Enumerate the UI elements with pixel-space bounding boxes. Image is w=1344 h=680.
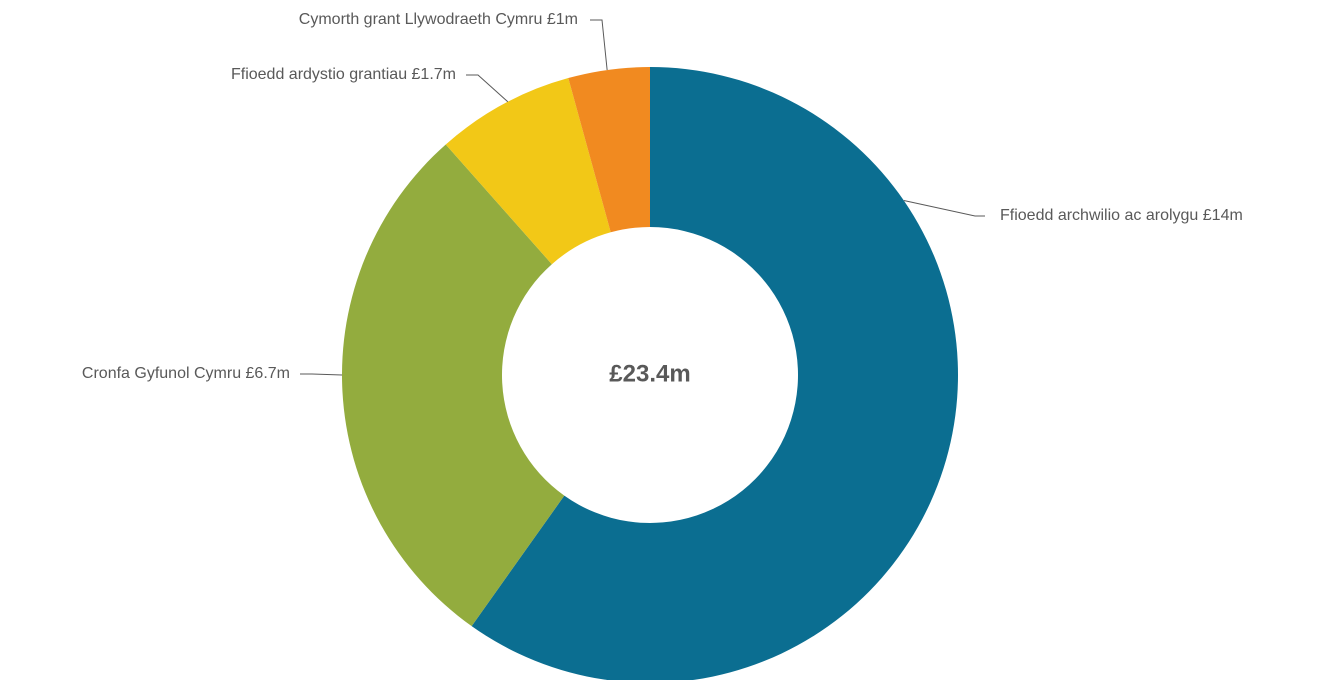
leader-line-cymorth-grant-llywodraeth-cymru [590,19,608,71]
leader-lines-layer [300,19,985,376]
slices-layer [342,67,958,680]
slice-label-cymorth-grant-llywodraeth-cymru: Cymorth grant Llywodraeth Cymru £1m [299,11,578,28]
slice-labels-layer: Ffioedd archwilio ac arolygu £14m Cronfa … [82,11,1243,382]
center-total-label: £23.4m [609,360,690,387]
slice-cymorth-grant-llywodraeth-cymru [568,67,650,233]
slice-label-ffioedd-archwilio-ac-arolygu: Ffioedd archwilio ac arolygu £14m [1000,207,1243,224]
slice-label-cronfa-gyfunol-cymru: Cronfa Gyfunol Cymru £6.7m [82,365,290,382]
slice-cronfa-gyfunol-cymru [342,144,565,627]
slice-ffioedd-ardystio-grantiau [445,78,611,265]
leader-line-ffioedd-ardystio-grantiau [466,74,509,103]
leader-line-ffioedd-archwilio-ac-arolygu [903,200,985,217]
slice-ffioedd-archwilio-ac-arolygu [471,67,958,680]
leader-line-cronfa-gyfunol-cymru [300,373,343,376]
slice-label-ffioedd-ardystio-grantiau: Ffioedd ardystio grantiau £1.7m [231,66,456,83]
